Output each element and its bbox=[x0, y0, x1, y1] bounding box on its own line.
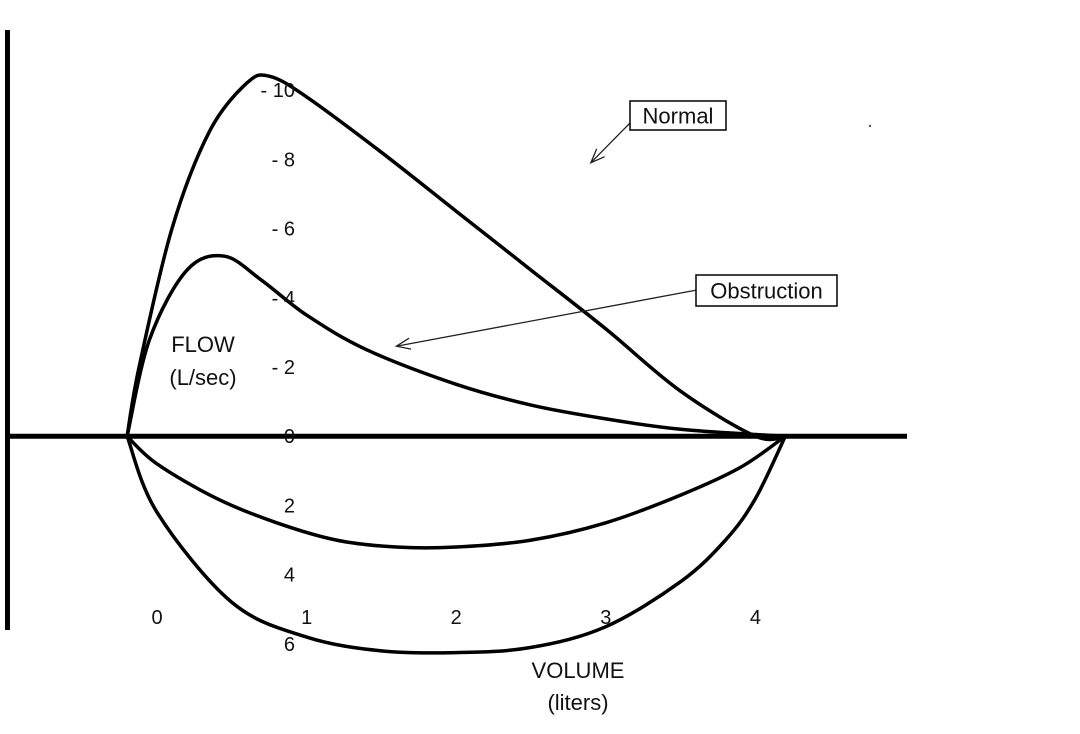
x-axis-title: (liters) bbox=[547, 690, 608, 715]
y-tick-label: - 10 bbox=[261, 80, 295, 102]
stray-dot-mark bbox=[868, 124, 872, 128]
y-tick-label: - 2 bbox=[272, 357, 295, 379]
y-axis-title: (L/sec) bbox=[169, 365, 236, 390]
axes-layer bbox=[4, 30, 907, 630]
obstruction-inspiratory-curve bbox=[125, 434, 788, 550]
annotation-label: Normal bbox=[643, 104, 714, 129]
annotation-box bbox=[629, 100, 727, 131]
annotation-box bbox=[695, 274, 838, 307]
annotation-arrowhead bbox=[394, 337, 412, 350]
y-tick-label: - 4 bbox=[272, 288, 295, 310]
y-tick-label: 0 bbox=[284, 426, 295, 448]
annotation-arrow-line bbox=[396, 289, 698, 347]
normal-inspiratory-curve bbox=[125, 434, 788, 655]
annotations-layer: Normal Obstruction bbox=[394, 100, 872, 350]
y-tick-label: - 6 bbox=[272, 219, 295, 241]
y-tick-label: 4 bbox=[284, 565, 295, 587]
y-tick-label: - 8 bbox=[272, 149, 295, 171]
x-tick-label: 0 bbox=[152, 607, 163, 629]
tick-labels-layer: - 10 - 8 - 6 - 4 - 2 0 2 4 6 0 1 2 3 4 bbox=[152, 80, 761, 656]
x-tick-label: 4 bbox=[750, 607, 761, 629]
y-tick-label: 6 bbox=[284, 634, 295, 656]
obstruction-expiratory-curve bbox=[125, 253, 788, 438]
normal-expiratory-curve bbox=[125, 73, 788, 442]
plot-series-layer bbox=[125, 73, 788, 655]
x-tick-label: 2 bbox=[451, 607, 462, 629]
annotation-arrow-line bbox=[590, 120, 633, 164]
axis-titles-layer: FLOW (L/sec) VOLUME (liters) bbox=[169, 332, 624, 715]
y-tick-label: 2 bbox=[284, 495, 295, 517]
x-tick-label: 3 bbox=[600, 607, 611, 629]
annotation-label: Obstruction bbox=[710, 279, 823, 304]
y-axis-title: FLOW bbox=[171, 332, 235, 357]
x-tick-label: 1 bbox=[301, 607, 312, 629]
annotation-arrowhead bbox=[589, 148, 605, 164]
x-axis-title: VOLUME bbox=[532, 658, 625, 683]
